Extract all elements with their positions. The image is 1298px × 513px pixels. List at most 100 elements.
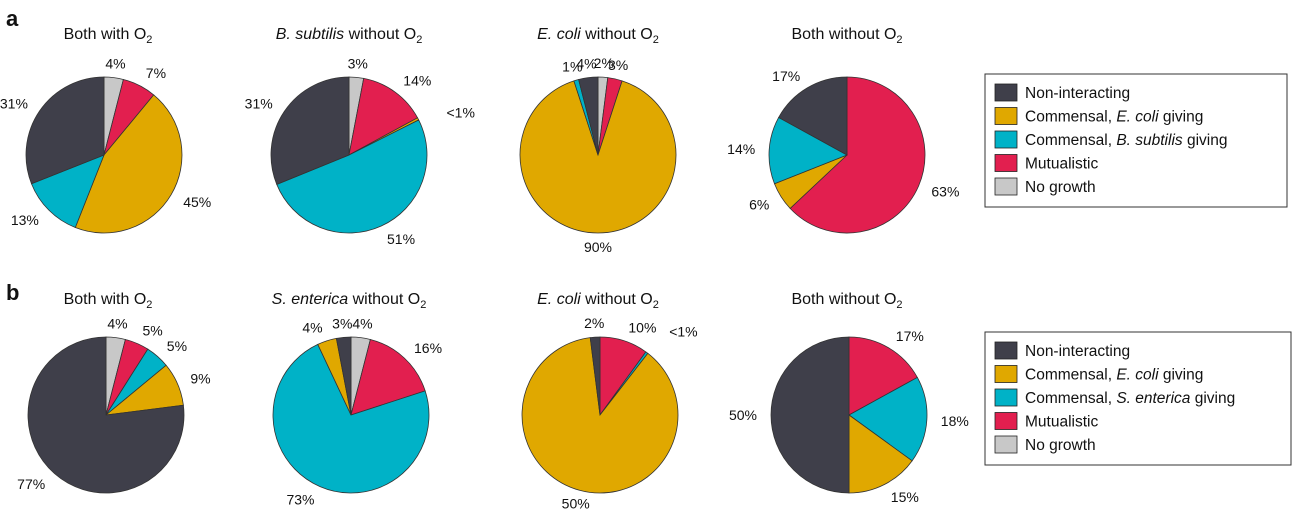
pie-chart-1: Both with O2 4% 7% 45% 13% 31% [0,26,211,234]
slice-non [270,76,350,185]
legends: Non-interacting Commensal, E. coli giving… [984,73,1292,466]
chart-title: Both without O2 [791,26,902,46]
slice-label: 4% [576,56,596,72]
slice-label: 4% [105,56,125,72]
slice-label: <1% [669,323,697,339]
slice-label: 4% [302,320,322,336]
panel-letter-a: a [6,6,19,31]
legend-swatch-non [994,83,1018,102]
slice-label: 90% [584,239,612,255]
slice-label: 10% [628,320,656,336]
legend-swatch-ec [994,365,1018,383]
slice-label: 3% [332,315,352,331]
slice-label: 9% [190,371,210,387]
slice-label: 6% [749,196,769,212]
slice-label: 13% [11,212,39,228]
legend-label: Commensal, E. coli giving [1025,109,1203,126]
slice-other [276,119,428,234]
slice-non [589,336,601,416]
legend-label: No growth [1025,437,1096,454]
slice-label: 45% [183,194,211,210]
chart-title: S. enterica without O2 [272,291,427,311]
slice-mut [348,77,419,156]
slice-label: 4% [352,316,372,332]
legend-swatch-ec [994,107,1018,125]
legend-label: Non-interacting [1025,343,1130,360]
legend-swatch-ng [994,435,1018,454]
chart-title: B. subtilis without O2 [276,26,423,46]
slice-non [770,336,850,494]
legend-swatch-ng [994,177,1018,196]
slice-label: 31% [0,95,28,111]
slice-non [27,336,185,494]
slice-label: 50% [729,407,757,423]
pie-chart-7: E. coli without O2 10% <1% 50% 2% [521,291,698,512]
legend-swatch-mut [994,412,1018,430]
slice-label: 4% [107,316,127,332]
slice-label: 15% [891,489,919,505]
slice-non [778,76,848,156]
slice-mut [848,336,918,416]
chart-title: E. coli without O2 [537,291,659,311]
legend-label: Non-interacting [1025,85,1130,102]
chart-title: Both with O2 [64,26,153,46]
legend-label: No growth [1025,179,1096,196]
slice-mut [789,76,926,234]
legend-swatch-other [994,388,1018,407]
chart-title: E. coli without O2 [537,26,659,46]
slice-other [768,116,848,185]
pie-chart-2: B. subtilis without O2 3% 14% <1% 51% 31% [245,26,475,247]
slice-label: 2% [594,55,614,71]
legend-label: Mutualistic [1025,156,1098,173]
chart-title: Both without O2 [791,291,902,311]
slice-label: 18% [941,413,969,429]
legend-b: Non-interacting Commensal, E. coli giving… [984,331,1292,466]
slice-label: 51% [387,231,415,247]
slice-label: 17% [896,328,924,344]
slice-other [848,376,928,462]
pie-chart-3: E. coli without O2 2%3% 90% 1%4% [519,26,677,255]
slice-label: 5% [167,338,187,354]
slice-label: 5% [143,323,163,339]
pie-chart-6: S. enterica without O24%16%73%4% 3% [272,291,442,507]
slice-label: 3% [348,55,368,71]
legend-swatch-other [994,130,1018,149]
slice-other [272,343,430,494]
pie-charts: Both with O24%7%45%13%31%B. subtilis wit… [0,26,969,512]
slice-label: 16% [414,340,442,356]
slice-non [335,336,352,416]
slice-non [25,76,105,185]
slice-label: 14% [403,73,431,89]
slice-ec [74,94,183,234]
legend-box [984,73,1288,208]
legend-label: Commensal, B. subtilis giving [1025,132,1227,149]
slice-ec [848,414,913,494]
slice-label: <1% [447,104,475,120]
pie-chart-4: Both without O2 63% 6% 14% 17% [727,26,959,234]
slice-label: 31% [245,96,273,112]
slice-ec [519,80,677,234]
chart-title: Both with O2 [64,291,153,311]
slice-other [30,154,105,229]
slice-ec [521,337,679,494]
slice-label: 63% [931,184,959,200]
legend-swatch-non [994,341,1018,360]
legend-box [984,331,1292,466]
slice-label: 7% [146,65,166,81]
legend-label: Commensal, S. enterica giving [1025,390,1235,407]
legend-label: Commensal, E. coli giving [1025,367,1203,384]
slice-label: 14% [727,141,755,157]
slice-label: 17% [772,68,800,84]
pie-chart-8: Both without O2 17% 18% 15% 50% [729,291,969,505]
legend-swatch-mut [994,154,1018,172]
panel-letter-b: b [6,280,19,305]
slice-label: 73% [286,491,314,507]
legend-a: Non-interacting Commensal, E. coli giving… [984,73,1288,208]
pie-chart-5: Both with O2 4% 5%5% 9% 77% [17,291,211,494]
slice-label: 50% [562,496,590,512]
legend-label: Mutualistic [1025,414,1098,431]
slice-label: 1% [562,59,582,75]
slice-non [578,76,599,156]
slice-label: 77% [17,476,45,492]
